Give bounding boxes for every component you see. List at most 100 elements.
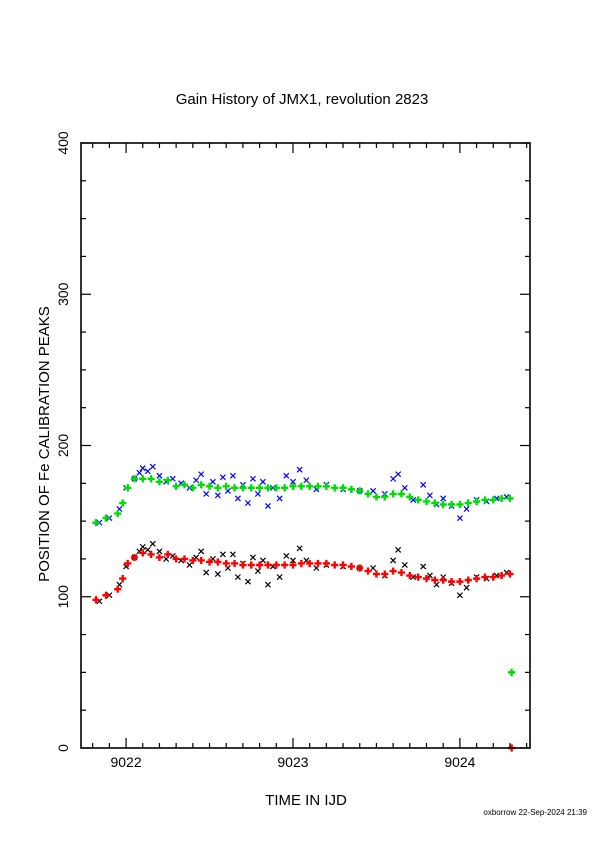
data-point [92, 596, 100, 604]
data-point [283, 552, 290, 559]
data-point [395, 471, 402, 478]
data-point [244, 499, 251, 506]
data-point [296, 466, 303, 473]
data-point [203, 569, 210, 576]
data-point [130, 553, 139, 562]
x-tick-label: 9022 [110, 754, 141, 770]
data-point [406, 571, 414, 580]
data-point [193, 477, 200, 484]
data-point [229, 551, 236, 558]
data-point [401, 561, 408, 569]
series-1 [96, 463, 510, 526]
data-point [249, 554, 256, 561]
series-2 [92, 475, 516, 676]
data-point [259, 478, 266, 485]
data-point [259, 557, 266, 564]
data-point [440, 495, 447, 502]
data-point [339, 561, 347, 569]
data-point [209, 478, 216, 485]
data-point [147, 550, 155, 558]
data-point [155, 553, 164, 562]
data-point [193, 554, 200, 561]
data-point [420, 481, 427, 488]
data-point [422, 575, 431, 583]
data-point [390, 557, 397, 564]
data-point [203, 490, 210, 497]
data-point [198, 471, 205, 478]
data-point [114, 509, 122, 518]
data-point [322, 559, 330, 568]
data-point [255, 484, 264, 492]
data-point [198, 548, 205, 555]
data-point [464, 499, 472, 507]
data-point [506, 494, 514, 503]
data-point [156, 472, 163, 479]
data-point [372, 570, 381, 578]
y-tick-label: 200 [55, 434, 71, 458]
data-point [272, 561, 280, 569]
data-point [389, 567, 397, 575]
data-point [214, 571, 221, 578]
data-point [155, 478, 164, 486]
data-point [464, 576, 472, 584]
data-point [172, 555, 180, 563]
data-point [489, 496, 497, 504]
data-point [92, 519, 100, 527]
data-point [172, 482, 180, 490]
y-tick-label: 300 [55, 282, 71, 306]
data-point [489, 573, 497, 581]
data-point [431, 576, 439, 584]
data-point [254, 568, 261, 575]
data-point [180, 481, 189, 489]
data-point [370, 564, 377, 572]
x-axis-label: TIME IN IJD [265, 792, 347, 809]
data-point [331, 484, 339, 492]
data-point [239, 484, 247, 492]
data-point [180, 555, 189, 563]
data-point [102, 514, 110, 522]
data-point [219, 551, 226, 558]
data-point [498, 494, 506, 503]
data-point [289, 561, 297, 569]
data-point [347, 485, 356, 493]
data-point [347, 562, 356, 571]
data-point [264, 561, 272, 569]
data-point [390, 475, 397, 482]
data-point [463, 584, 470, 591]
data-point [289, 557, 297, 564]
data-point [401, 484, 408, 491]
data-point [414, 573, 422, 581]
data-point [136, 469, 143, 476]
data-point [156, 548, 163, 555]
data-points [92, 463, 516, 752]
data-point [463, 506, 470, 513]
y-axis-label: POSITION OF Fe CALIBRATION PEAKS [36, 306, 53, 582]
data-point [426, 492, 433, 499]
footer-credit: oxborrow 22-Sep-2024 21:39 [483, 808, 587, 817]
data-point [456, 500, 464, 509]
data-point [197, 556, 205, 565]
data-point [381, 493, 389, 501]
data-point [420, 563, 427, 570]
y-tick-label: 400 [55, 131, 71, 155]
data-point [244, 578, 251, 585]
data-point [230, 484, 239, 492]
data-point [139, 549, 147, 557]
data-point [481, 496, 489, 504]
data-point [297, 559, 305, 568]
data-point [149, 463, 156, 470]
data-point [214, 492, 221, 499]
data-point [189, 484, 197, 492]
data-point [219, 474, 226, 481]
data-point [364, 490, 372, 498]
data-point [283, 472, 290, 479]
data-point [124, 484, 132, 492]
data-point [506, 570, 514, 578]
data-point [303, 557, 310, 564]
data-point [222, 559, 230, 568]
data-point [289, 482, 297, 490]
data-point [456, 515, 463, 522]
data-point [370, 487, 377, 494]
data-point [276, 495, 283, 502]
data-point [164, 550, 172, 558]
